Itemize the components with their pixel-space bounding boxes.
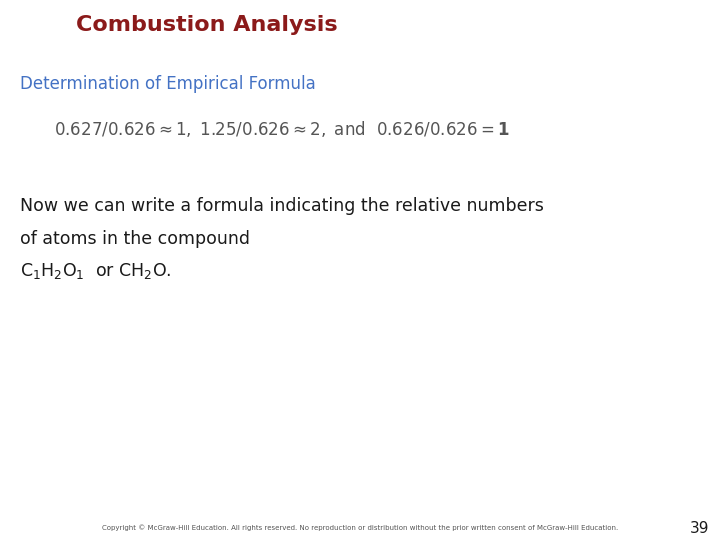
Text: Copyright © McGraw-Hill Education. All rights reserved. No reproduction or distr: Copyright © McGraw-Hill Education. All r…: [102, 525, 618, 531]
Text: Determination of Empirical Formula: Determination of Empirical Formula: [20, 75, 316, 93]
Text: Now we can write a formula indicating the relative numbers: Now we can write a formula indicating th…: [20, 197, 544, 215]
Text: 3.5: 3.5: [16, 16, 50, 35]
Text: $0.627/0.626 \approx 1,\ 1.25/0.626 \approx 2,\ \mathrm{and}\ \ 0.626/0.626 = \m: $0.627/0.626 \approx 1,\ 1.25/0.626 \app…: [54, 118, 510, 139]
Text: 39: 39: [690, 521, 710, 536]
Text: $\mathrm{C_1H_2O_1}$  or $\mathrm{CH_2O}$.: $\mathrm{C_1H_2O_1}$ or $\mathrm{CH_2O}$…: [20, 261, 171, 281]
Text: Combustion Analysis: Combustion Analysis: [76, 15, 337, 36]
Text: of atoms in the compound: of atoms in the compound: [20, 230, 250, 248]
